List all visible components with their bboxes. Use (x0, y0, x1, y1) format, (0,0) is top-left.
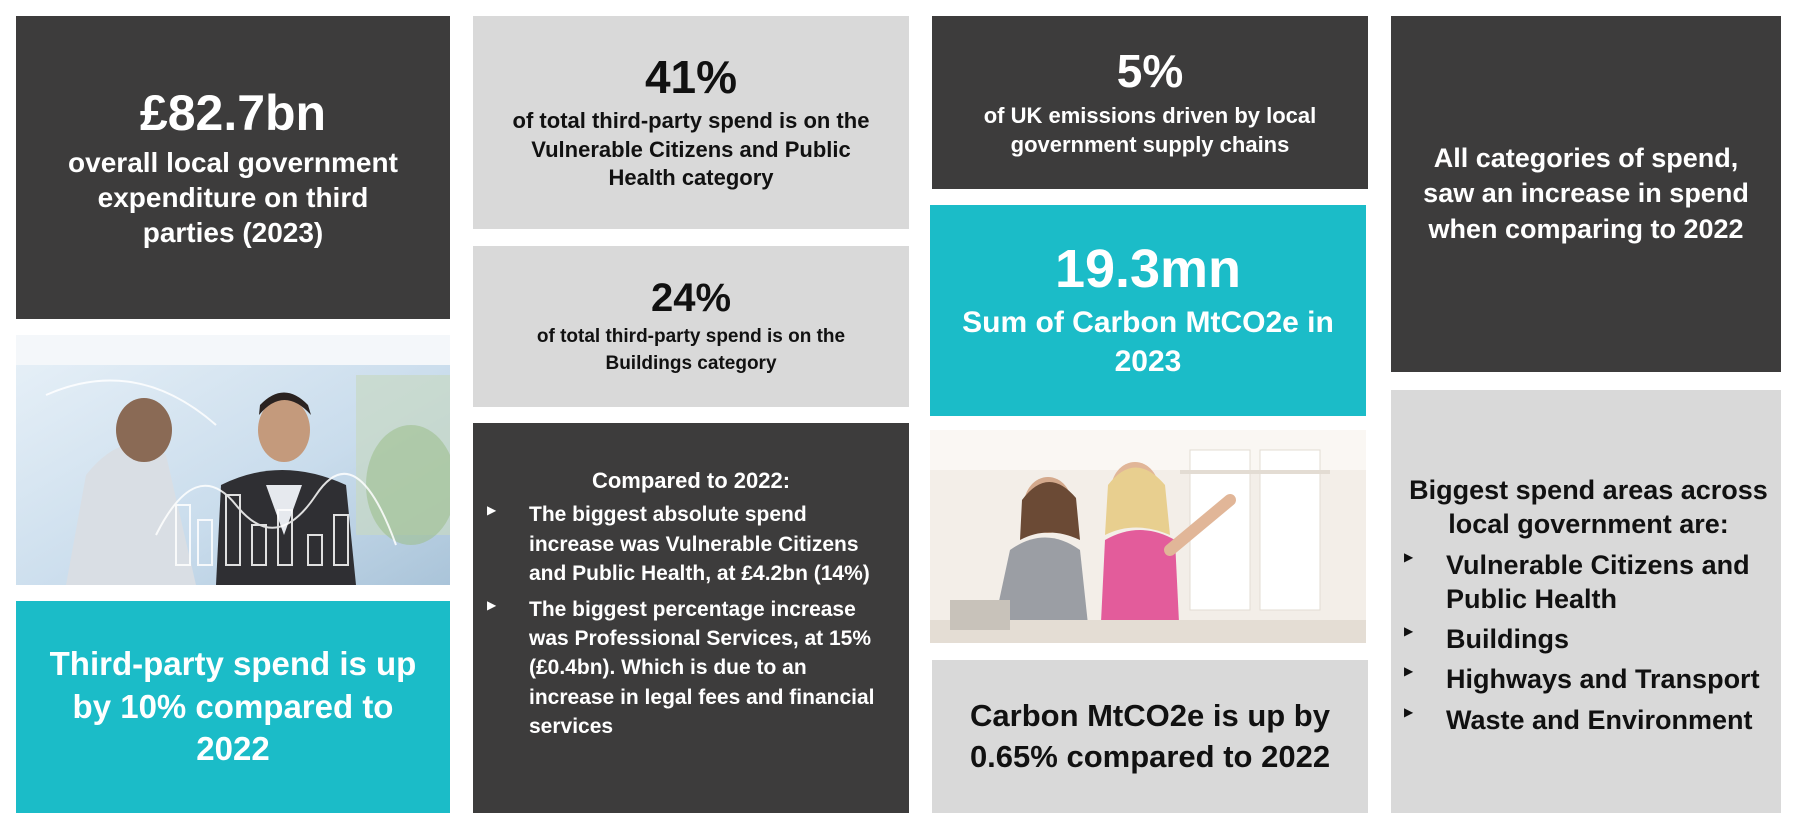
uk-emissions-text: of UK emissions driven by local governme… (983, 103, 1317, 157)
all-categories-text: All categories of spend, saw an increase… (1423, 143, 1749, 244)
list-item: Waste and Environment (1404, 703, 1771, 737)
carbon-sum-value: 19.3mn (1054, 238, 1242, 299)
buildings-share-value: 24% (650, 275, 732, 320)
list-item: The biggest percentage increase was Prof… (487, 595, 895, 742)
list-item: The biggest absolute spend increase was … (487, 500, 895, 588)
expenditure-tile: £82.7bn overall local government expendi… (16, 16, 450, 319)
list-item: Highways and Transport (1404, 662, 1771, 696)
uk-emissions-value: 5% (1116, 44, 1184, 97)
expenditure-value: £82.7bn (139, 84, 327, 141)
business-men-photo (16, 335, 450, 585)
carbon-up-tile: Carbon MtCO2e is up by 0.65% compared to… (932, 660, 1368, 813)
vulnerable-share-tile: 41% of total third-party spend is on the… (473, 16, 909, 229)
carbon-sum-text: Sum of Carbon MtCO2e in 2023 (962, 306, 1334, 379)
compared-2022-list: The biggest absolute spend increase was … (487, 500, 895, 742)
list-item: Vulnerable Citizens and Public Health (1404, 548, 1771, 617)
carbon-sum-tile: 19.3mn Sum of Carbon MtCO2e in 2023 (930, 205, 1366, 416)
expenditure-text: overall local government expenditure on … (68, 146, 398, 248)
buildings-share-tile: 24% of total third-party spend is on the… (473, 246, 909, 407)
list-item: Buildings (1404, 622, 1771, 656)
buildings-share-text: of total third-party spend is on the Bui… (536, 325, 846, 374)
biggest-areas-list: Vulnerable Citizens and Public Health Bu… (1404, 548, 1771, 737)
biggest-areas-heading: Biggest spend areas across local governm… (1409, 475, 1768, 539)
women-office-image-icon (930, 430, 1366, 643)
third-party-up-text: Third-party spend is up by 10% compared … (49, 644, 417, 768)
third-party-up-tile: Third-party spend is up by 10% compared … (16, 601, 450, 813)
all-categories-tile: All categories of spend, saw an increase… (1391, 16, 1781, 372)
business-men-image-icon (16, 335, 450, 585)
vulnerable-share-text: of total third-party spend is on the Vul… (512, 107, 870, 191)
biggest-areas-tile: Biggest spend areas across local governm… (1391, 390, 1781, 813)
women-office-photo (930, 430, 1366, 643)
compared-2022-tile: Compared to 2022: The biggest absolute s… (473, 423, 909, 813)
compared-2022-heading: Compared to 2022: (591, 468, 791, 493)
uk-emissions-tile: 5% of UK emissions driven by local gover… (932, 16, 1368, 189)
carbon-up-text: Carbon MtCO2e is up by 0.65% compared to… (969, 698, 1331, 774)
vulnerable-share-value: 41% (644, 51, 738, 104)
